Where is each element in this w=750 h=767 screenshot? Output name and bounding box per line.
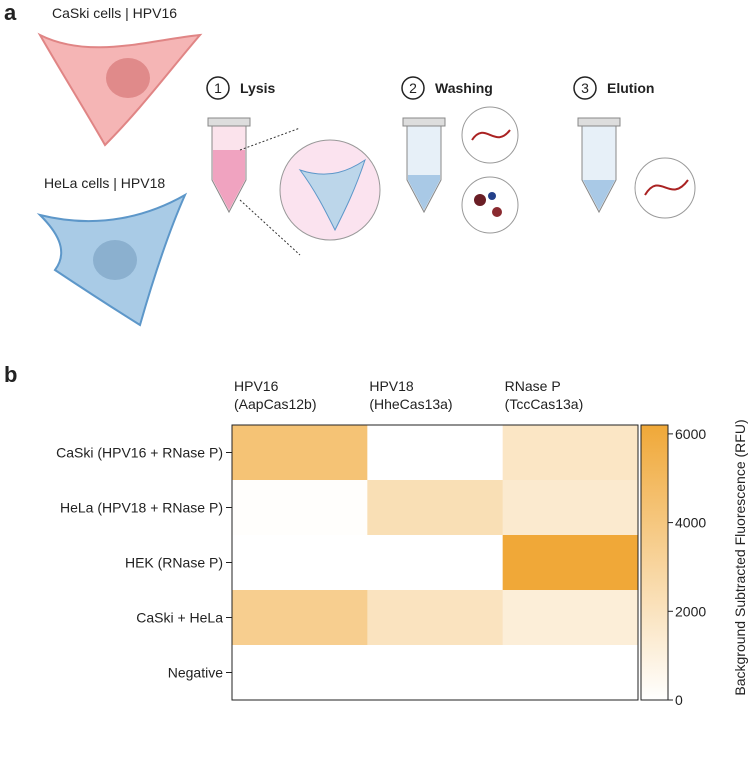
row-label: CaSki + HeLa [136, 610, 223, 626]
heat-cell [232, 535, 368, 591]
debris [488, 192, 496, 200]
step-number: 1 [214, 80, 222, 96]
panel-a: a CaSki cells | HPV16 HeLa cells | HPV18… [4, 0, 696, 327]
colorbar-tick-label: 0 [675, 692, 683, 708]
rna [471, 129, 511, 141]
heat-cell [367, 425, 504, 481]
step-number: 2 [409, 80, 417, 96]
step-name: Lysis [240, 80, 275, 96]
row-label: Negative [168, 665, 223, 681]
heat-cell [232, 590, 368, 646]
cell-label: CaSki cells | HPV16 [52, 5, 177, 21]
zoom-line [239, 127, 301, 151]
lysate [213, 150, 245, 210]
heat-cell [367, 480, 504, 536]
colorbar-label: Background Subtracted Fluorescence (RFU) [732, 419, 748, 695]
cell-icon [298, 158, 366, 232]
panel-label: a [4, 0, 17, 25]
heat-cell [502, 645, 639, 701]
tube-cap [577, 117, 621, 127]
step-circle [401, 76, 425, 100]
heat-cell [232, 480, 368, 536]
heat-cell [367, 590, 504, 646]
column-sublabel: (AapCas12b) [234, 396, 317, 412]
heat-cell [367, 535, 504, 591]
nucleus [93, 240, 137, 280]
heat-cell [502, 535, 639, 591]
tube-cap [207, 117, 251, 127]
tube-cap [402, 117, 446, 127]
heat-cell [502, 425, 639, 481]
panel-label: b [4, 362, 17, 387]
debris [492, 207, 502, 217]
eluate [583, 180, 615, 210]
buffer [408, 175, 440, 210]
colorbar [640, 424, 669, 701]
heatmap: HPV16 (AapCas12b) HPV18 (HheCas13a) RNase P (… [56, 378, 748, 708]
column-label: HPV16 [234, 378, 279, 394]
zoom-circle [461, 176, 519, 234]
step-circle [206, 76, 230, 100]
cell-label: HeLa cells | HPV18 [44, 175, 165, 191]
colorbar-tick-label: 6000 [675, 426, 706, 442]
step-circle [573, 76, 597, 100]
step-name: Elution [607, 80, 654, 96]
steps: 1 Lysis 2 Washing 3 Elution [206, 76, 654, 100]
zoom-line [239, 199, 301, 256]
rna [644, 179, 689, 196]
row-label: CaSki (HPV16 + RNase P) [56, 445, 223, 461]
colorbar-tick-label: 4000 [675, 515, 706, 531]
heat-cell [232, 425, 368, 481]
column-label: HPV18 [369, 378, 414, 394]
row-label: HEK (RNase P) [125, 555, 223, 571]
step-name: Washing [435, 80, 493, 96]
column-sublabel: (TccCas13a) [505, 396, 584, 412]
column-label: RNase P [505, 378, 561, 394]
column-sublabel: (HheCas13a) [369, 396, 452, 412]
heat-cell [232, 645, 368, 701]
colorbar-tick-label: 2000 [675, 603, 706, 619]
heat-cell [502, 590, 639, 646]
row-label: HeLa (HPV18 + RNase P) [60, 500, 223, 516]
heat-cell [367, 645, 504, 701]
heat-cell [502, 480, 639, 536]
debris [474, 194, 486, 206]
nucleus [106, 58, 150, 98]
step-number: 3 [581, 80, 589, 96]
